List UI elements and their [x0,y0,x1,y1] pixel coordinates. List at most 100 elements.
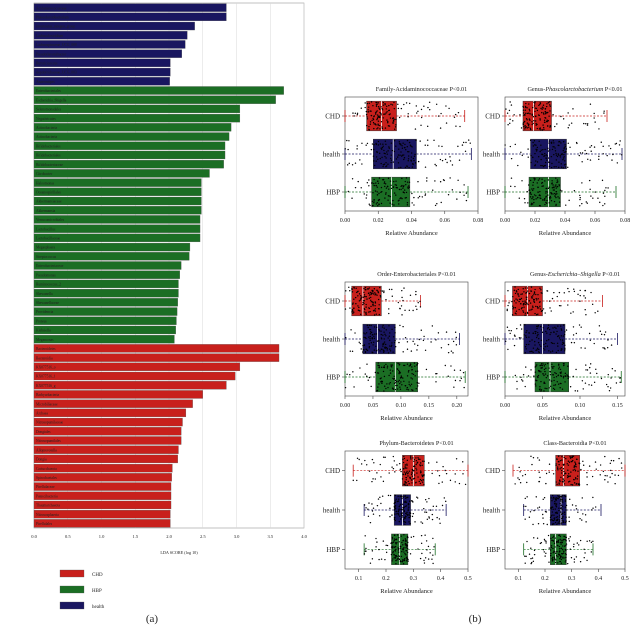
data-point [379,111,381,114]
data-point [411,366,413,368]
category-label: Negativicutes [36,117,56,121]
data-point [547,147,549,149]
category-label: Pseudomonas [36,273,56,277]
data-point [453,369,456,371]
data-point [560,476,562,479]
data-point [367,379,369,381]
bar [33,371,236,381]
data-point [426,549,428,551]
data-point [518,197,521,199]
data-point [373,200,375,202]
data-point [605,187,607,189]
data-point [616,162,619,164]
data-point [366,298,368,300]
data-point [406,484,409,486]
data-point [548,463,551,465]
data-point [559,502,561,505]
data-point [390,161,392,164]
group-label: HBP [486,189,500,197]
bar [33,21,195,31]
data-point [581,519,583,521]
data-point [552,140,555,142]
data-point [543,119,546,121]
data-point [432,562,434,565]
data-point [547,194,549,196]
data-point [364,373,366,375]
data-point [366,182,369,184]
data-point [363,332,365,334]
data-point [524,518,526,520]
data-point [385,346,388,349]
data-point [543,368,546,371]
data-point [423,559,425,562]
data-point [564,500,567,502]
data-point [509,145,512,148]
data-point [376,114,379,116]
data-point [535,496,537,498]
data-point [408,369,410,372]
data-point [565,472,567,475]
data-point [524,324,526,326]
data-point [544,117,547,119]
data-point [520,308,523,310]
data-point [365,550,367,552]
data-point [412,389,414,392]
data-point [541,182,543,184]
data-point [542,373,544,375]
data-point [569,146,571,148]
data-point [356,145,358,147]
data-point [387,195,390,197]
data-point [551,560,554,562]
category-label: Escherichia_Shigella [36,98,67,102]
data-point [416,382,418,384]
data-point [552,536,554,539]
data-point [455,344,458,346]
data-point [526,119,528,121]
data-point [375,101,377,104]
data-point [554,557,556,560]
data-point [372,117,374,120]
data-point [369,291,372,294]
data-point [543,128,545,131]
data-point [356,148,358,150]
data-point [574,462,577,465]
data-point [459,125,461,128]
data-point [594,191,596,193]
data-point [563,154,565,156]
data-point [376,194,379,196]
data-point [376,504,379,507]
data-point [349,350,352,352]
data-point [542,327,544,329]
data-point [452,340,455,343]
data-point [393,502,395,505]
data-point [558,545,561,548]
data-point [565,540,567,542]
data-point [534,107,537,109]
bar [33,187,202,196]
data-point [392,377,394,380]
data-point [573,478,575,481]
data-point [532,156,534,159]
data-point [447,375,449,377]
data-point [546,387,548,390]
x-tick-label: 2.5 [200,534,206,539]
data-point [537,179,540,181]
data-point [569,548,572,550]
data-point [393,540,395,542]
data-point [406,496,408,499]
data-point [446,161,448,164]
category-label: Acidaminococcaceae [36,6,67,10]
data-point [534,144,536,146]
data-point [372,118,375,121]
boxplot-panel: Phylum-Bacteroidetes P<0.010.1 0.2 0.3 0.4 0… [323,440,472,595]
data-point [550,545,553,547]
data-point [381,338,383,340]
data-point [377,362,379,364]
data-point [366,118,369,120]
data-point [544,387,546,390]
data-point [358,300,361,302]
data-point [455,125,457,127]
data-point [529,179,532,182]
data-point [408,365,410,367]
data-point [416,370,419,372]
